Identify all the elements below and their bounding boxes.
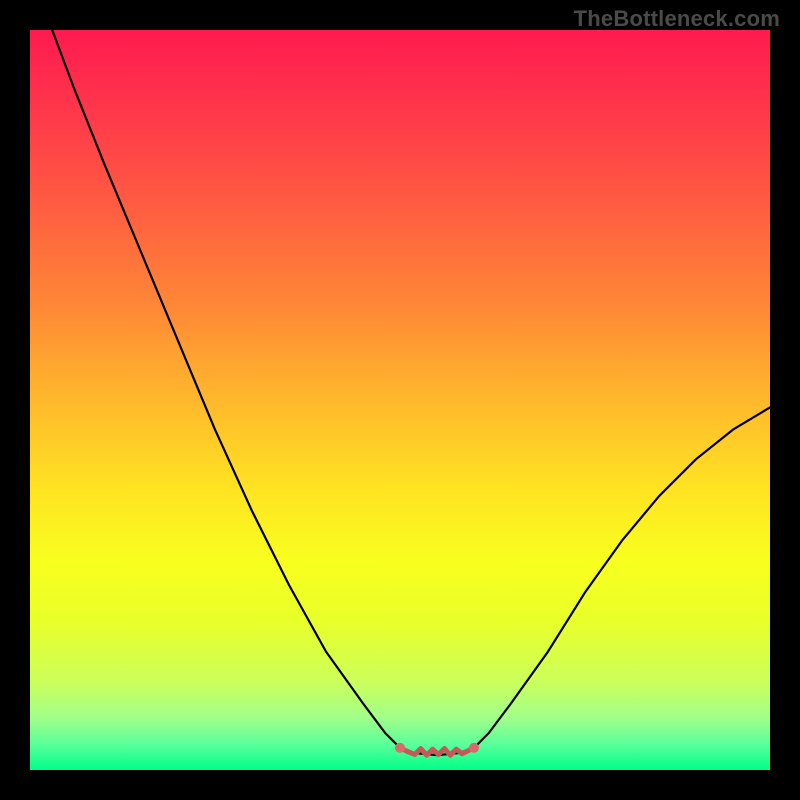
watermark-text: TheBottleneck.com bbox=[574, 6, 780, 32]
optimal-range-marker-dot-left bbox=[395, 743, 405, 753]
chart-container: TheBottleneck.com bbox=[0, 0, 800, 800]
plot-area bbox=[30, 30, 770, 770]
bottleneck-curve-chart bbox=[30, 30, 770, 770]
optimal-range-marker-dot-right bbox=[469, 743, 479, 753]
gradient-background bbox=[30, 30, 770, 770]
